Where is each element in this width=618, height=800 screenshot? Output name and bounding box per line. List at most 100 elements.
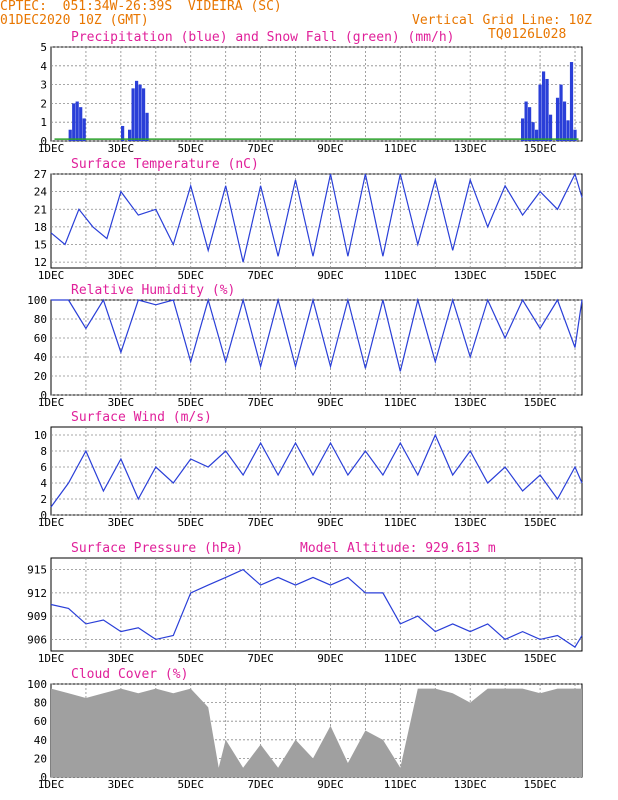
y-tick-label: 5 <box>40 41 47 54</box>
x-tick-label: 5DEC <box>177 142 204 155</box>
precipitation-bar <box>559 84 563 141</box>
y-tick-label: 100 <box>27 678 47 691</box>
precipitation-bar <box>541 71 546 141</box>
precipitation-bar <box>555 97 560 141</box>
precipitation-bar <box>527 107 532 141</box>
y-tick-label: 1 <box>40 116 47 129</box>
x-tick-label: 9DEC <box>317 778 344 791</box>
y-tick-label: 8 <box>40 445 47 458</box>
x-tick-label: 15DEC <box>524 269 557 282</box>
x-tick-label: 3DEC <box>108 652 135 665</box>
series-line <box>51 297 583 372</box>
panel-title: Surface Pressure (hPa) <box>71 541 243 556</box>
x-tick-label: 11DEC <box>384 142 417 155</box>
y-tick-label: 2 <box>40 97 47 110</box>
y-tick-label: 100 <box>27 294 47 307</box>
precipitation-bar <box>121 125 125 141</box>
x-tick-label: 13DEC <box>454 652 487 665</box>
x-tick-label: 11DEC <box>384 778 417 791</box>
x-tick-label: 11DEC <box>384 652 417 665</box>
precipitation-bar <box>524 101 528 141</box>
precipitation-bar <box>82 118 86 141</box>
header-datetime: 01DEC2020 10Z (GMT) <box>0 13 149 28</box>
cloud-cover-area <box>51 688 582 777</box>
y-tick-label: 24 <box>34 186 48 199</box>
y-tick-label: 80 <box>34 697 47 710</box>
y-tick-label: 10 <box>34 429 47 442</box>
x-tick-label: 9DEC <box>317 396 344 409</box>
series-line <box>50 172 583 263</box>
x-tick-label: 1DEC <box>38 396 65 409</box>
y-tick-label: 4 <box>40 60 47 73</box>
x-tick-label: 15DEC <box>524 516 557 529</box>
precipitation-bar <box>138 84 142 141</box>
precipitation-bar <box>531 122 535 141</box>
x-tick-label: 3DEC <box>108 778 135 791</box>
x-tick-label: 7DEC <box>247 269 274 282</box>
y-tick-label: 20 <box>34 752 47 765</box>
series-line <box>50 568 583 648</box>
x-tick-label: 1DEC <box>38 269 65 282</box>
precipitation-bar <box>141 88 146 141</box>
x-tick-label: 5DEC <box>177 778 204 791</box>
y-tick-label: 4 <box>40 477 47 490</box>
panel-frame <box>50 426 583 516</box>
x-tick-label: 3DEC <box>108 396 135 409</box>
y-tick-label: 40 <box>34 351 47 364</box>
panel-title: Relative Humidity (%) <box>71 283 235 298</box>
y-tick-label: 6 <box>40 461 47 474</box>
x-tick-label: 13DEC <box>454 778 487 791</box>
precipitation-bar <box>548 114 553 141</box>
y-tick-label: 21 <box>34 203 47 216</box>
x-tick-label: 3DEC <box>108 516 135 529</box>
x-tick-label: 5DEC <box>177 269 204 282</box>
y-tick-label: 40 <box>34 734 47 747</box>
x-tick-label: 1DEC <box>38 652 65 665</box>
y-tick-label: 60 <box>34 715 47 728</box>
header-location: CPTEC: 051:34W-26:39S VIDEIRA (SC) <box>0 0 282 14</box>
x-tick-label: 5DEC <box>177 516 204 529</box>
x-tick-label: 3DEC <box>108 269 135 282</box>
x-tick-label: 13DEC <box>454 269 487 282</box>
precipitation-bar <box>145 112 149 141</box>
y-tick-label: 0 <box>40 389 47 402</box>
y-tick-label: 80 <box>34 313 47 326</box>
x-tick-label: 7DEC <box>247 396 274 409</box>
panel-frame <box>50 173 583 269</box>
precipitation-bar <box>538 84 542 141</box>
x-tick-label: 15DEC <box>524 652 557 665</box>
y-tick-label: 18 <box>34 221 47 234</box>
x-tick-label: 9DEC <box>317 652 344 665</box>
x-tick-label: 9DEC <box>317 269 344 282</box>
y-tick-label: 3 <box>40 79 47 92</box>
y-tick-label: 20 <box>34 370 47 383</box>
x-tick-label: 7DEC <box>247 516 274 529</box>
panel-frame <box>50 299 583 396</box>
y-tick-label: 2 <box>40 493 47 506</box>
y-tick-label: 0 <box>40 509 47 522</box>
x-tick-label: 1DEC <box>38 778 65 791</box>
x-tick-label: 13DEC <box>454 142 487 155</box>
precipitation-bar <box>521 118 525 141</box>
x-tick-label: 11DEC <box>384 516 417 529</box>
precipitation-bar <box>534 129 539 141</box>
header-grid-note: Vertical Grid Line: 10Z <box>412 13 593 28</box>
series-line <box>50 433 583 508</box>
y-tick-label: 27 <box>34 168 47 181</box>
y-tick-label: 906 <box>27 633 47 646</box>
x-tick-label: 5DEC <box>177 652 204 665</box>
x-tick-label: 11DEC <box>384 269 417 282</box>
y-tick-label: 0 <box>40 135 47 148</box>
panel-title: Surface Wind (m/s) <box>71 410 212 425</box>
y-tick-label: 60 <box>34 332 47 345</box>
x-tick-label: 7DEC <box>247 652 274 665</box>
x-tick-label: 15DEC <box>524 396 557 409</box>
panel-annotation: Model Altitude: 929.613 m <box>300 541 496 556</box>
y-tick-label: 912 <box>27 587 47 600</box>
precipitation-bar <box>131 88 135 141</box>
precipitation-bar <box>566 120 570 141</box>
precipitation-bar <box>79 107 83 141</box>
x-tick-label: 7DEC <box>247 142 274 155</box>
panel-frame <box>50 46 583 142</box>
x-tick-label: 3DEC <box>108 142 135 155</box>
